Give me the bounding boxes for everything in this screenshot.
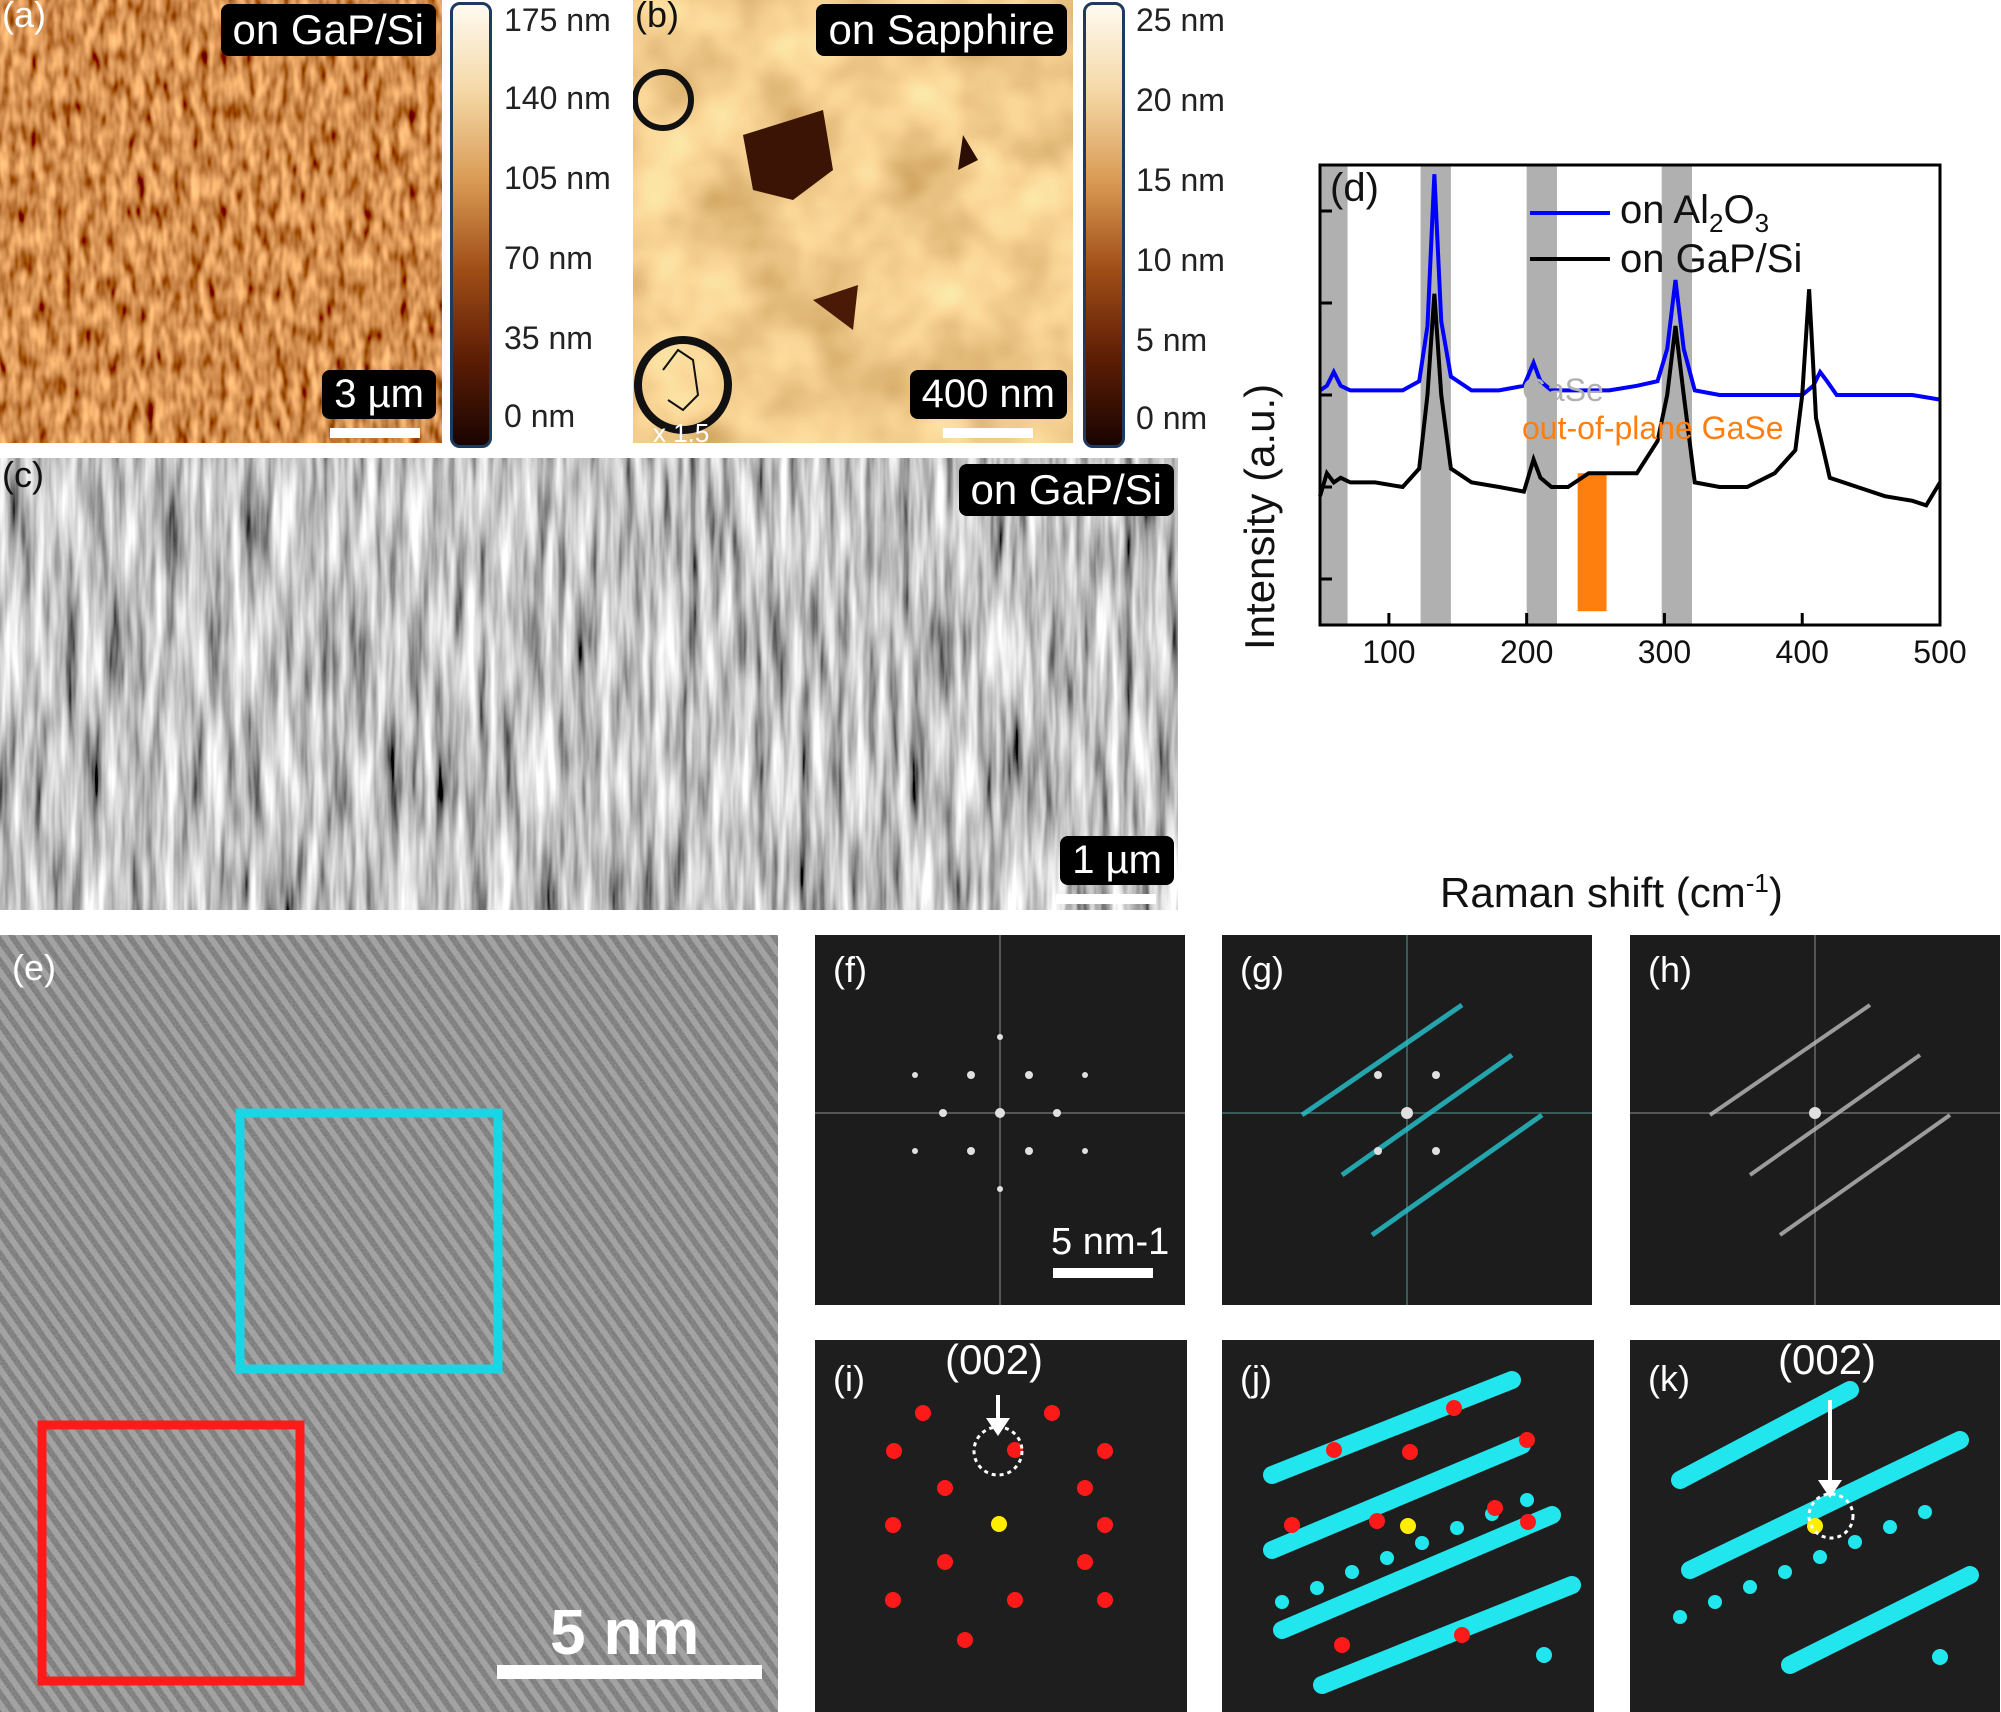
band-out-of-plane-gase [1577, 473, 1607, 612]
scalebar-a [330, 428, 420, 438]
raman-chart: 100 200 300 400 500 [1318, 163, 1967, 670]
panel-label-d: (d) [1330, 166, 1379, 210]
panel-h-fft: (h) [1630, 935, 2000, 1305]
x-tick-label: 200 [1500, 634, 1553, 670]
band-label-gase: GaSe [1522, 372, 1604, 408]
colorbar-b [1083, 2, 1125, 448]
legend: on Al2O3 on GaP/Si [1530, 187, 1802, 282]
scalebar-label-a: 3 µm [322, 370, 436, 419]
legend-text-al2o3: on Al2O3 [1620, 187, 1770, 238]
sim-pattern-j [1263, 1371, 1581, 1694]
x-tick-label: 500 [1913, 634, 1966, 670]
panel-j-sim: (j) [1222, 1340, 1594, 1712]
panel-label-b: (b) [635, 0, 679, 35]
colorbar-a-tick: 105 nm [504, 160, 611, 196]
colorbar-a [450, 2, 492, 448]
panel-label-a: (a) [2, 0, 46, 35]
inset-note-b: x 1.5 [653, 418, 710, 443]
panel-label-i: (i) [833, 1358, 865, 1399]
panel-label-h: (h) [1648, 949, 1692, 990]
fft-image-g [1222, 935, 1592, 1305]
legend-swatch-blue [1530, 211, 1610, 215]
hrtem-image-e [0, 935, 778, 1712]
x-tick-label: 100 [1362, 634, 1415, 670]
panel-a-afm: (a) on GaP/Si 3 µm [0, 0, 442, 443]
x-tick-label: 400 [1776, 634, 1829, 670]
title-badge-b: on Sapphire [816, 4, 1067, 56]
scalebar-label-f: 5 nm-1 [1051, 1221, 1170, 1263]
scalebar-c [1056, 894, 1156, 904]
band-gase [1526, 165, 1557, 625]
legend-entry-gapsi: on GaP/Si [1530, 236, 1802, 282]
panel-g-fft: (g) [1222, 935, 1592, 1305]
panel-label-f: (f) [833, 949, 867, 990]
colorbar-b-tick: 25 nm [1136, 2, 1225, 38]
panel-label-g: (g) [1240, 949, 1284, 990]
colorbar-b-tick: 5 nm [1136, 322, 1208, 358]
panel-e-hrtem: (e) 5 nm [0, 935, 778, 1712]
legend-entry-al2o3: on Al2O3 [1530, 187, 1802, 238]
colorbar-b-tick: 15 nm [1136, 162, 1225, 198]
afm-image-a [0, 0, 442, 443]
x-axis-label: Raman shift (cm-1) [1440, 868, 1783, 916]
panel-label-e: (e) [12, 947, 56, 988]
fft-image-f [815, 935, 1185, 1305]
scalebar-label-e: 5 nm [550, 1596, 700, 1668]
scalebar-label-c: 1 µm [1060, 836, 1174, 885]
afm-image-b [633, 0, 1073, 443]
fft-image-h [1630, 935, 2000, 1305]
title-badge-c: on GaP/Si [958, 464, 1174, 516]
band-label-out-of-plane: out-of-plane GaSe [1522, 410, 1784, 446]
colorbar-a-tick: 0 nm [504, 398, 576, 434]
panel-b-afm: (b) on Sapphire 400 nm x 1.5 [633, 0, 1073, 443]
panel-c-sem: (c) on GaP/Si 1 µm [0, 458, 1178, 910]
sim-pattern-i [885, 1395, 1113, 1648]
panel-k-sim: (k) (002) [1630, 1340, 2000, 1712]
series-line-gap-si [1318, 289, 1942, 508]
annotation-k: (002) [1778, 1340, 1877, 1383]
colorbar-a-tick: 35 nm [504, 320, 593, 356]
colorbar-b-tick: 20 nm [1136, 82, 1225, 118]
colorbar-b-tick: 0 nm [1136, 400, 1208, 436]
colorbar-a-tick: 175 nm [504, 2, 611, 38]
panel-label-j: (j) [1240, 1358, 1272, 1399]
title-badge-a: on GaP/Si [220, 4, 436, 56]
annotation-i: (002) [945, 1340, 1044, 1383]
scalebar-label-b: 400 nm [909, 370, 1067, 419]
sem-image-c [0, 458, 1178, 910]
panel-label-c: (c) [2, 458, 44, 495]
panel-i-sim: (i) (002) [815, 1340, 1187, 1712]
panel-label-k: (k) [1648, 1358, 1690, 1399]
legend-text-gapsi: on GaP/Si [1620, 236, 1803, 281]
x-tick-label: 300 [1638, 634, 1691, 670]
sim-pattern-k [1671, 1381, 1979, 1674]
panel-f-fft: (f) 5 nm-1 [815, 935, 1185, 1305]
colorbar-b-tick: 10 nm [1136, 242, 1225, 278]
colorbar-a-tick: 140 nm [504, 80, 611, 116]
scalebar-b [943, 428, 1033, 438]
legend-swatch-black [1530, 257, 1610, 261]
colorbar-a-tick: 70 nm [504, 240, 593, 276]
